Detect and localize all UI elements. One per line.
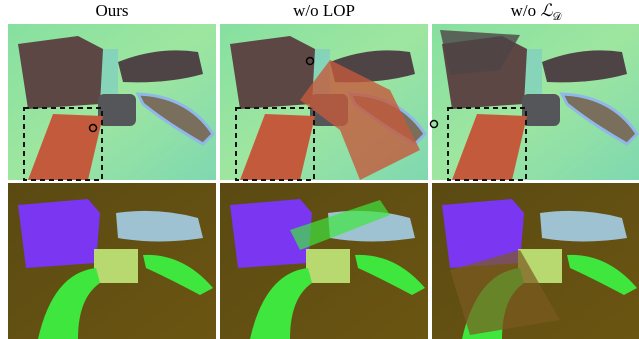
panel-image	[8, 183, 216, 339]
column-title: w/o ℒ𝒟	[511, 1, 562, 23]
panel-image	[220, 183, 428, 339]
column-title: w/o LOP	[293, 1, 355, 20]
column-title: Ours	[95, 1, 128, 20]
page: Ours w/o LOP w/o ℒ𝒟 (() => { const data …	[0, 0, 639, 339]
figure: Ours w/o LOP w/o ℒ𝒟	[0, 0, 639, 339]
title-prefix: w/o	[511, 1, 537, 20]
panel-image	[8, 24, 216, 180]
title-subscript: 𝒟	[553, 11, 562, 23]
title-symbol: ℒ	[540, 1, 553, 20]
